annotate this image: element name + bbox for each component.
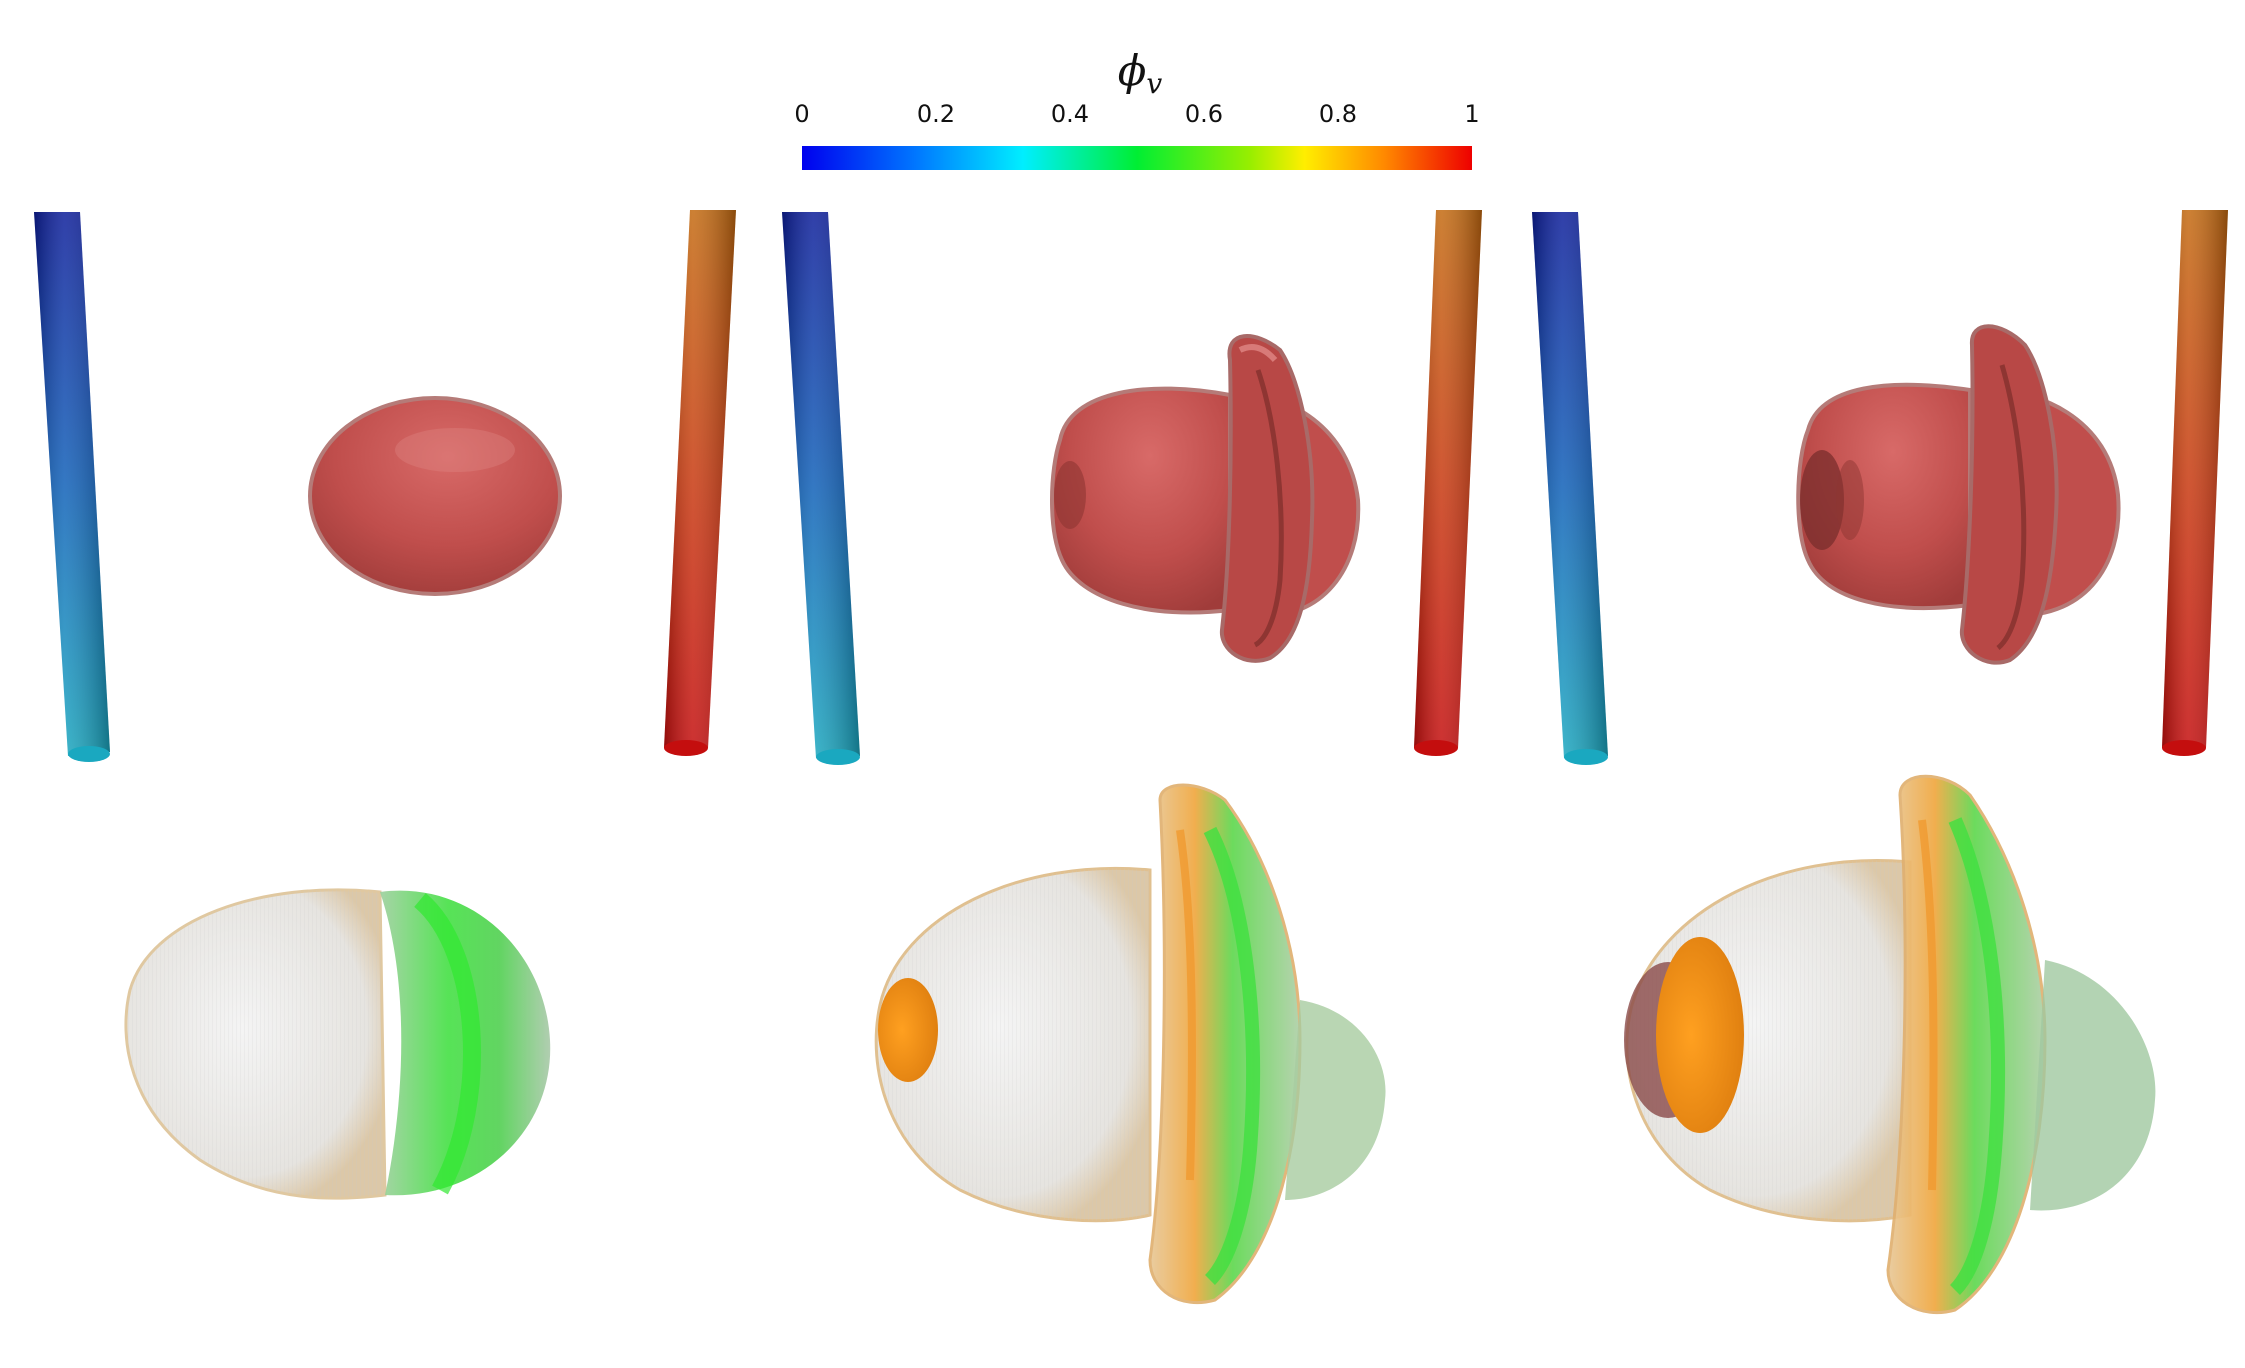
colorbar-tick-label: 0.8 (1318, 100, 1358, 128)
droplet (1796, 382, 1972, 610)
panel-3-bottom (1624, 774, 2156, 1315)
panel-1-top (34, 210, 736, 762)
colorbar-tick-label: 0.6 (1184, 100, 1224, 128)
droplet (1050, 386, 1232, 615)
panel-2-top (782, 210, 1482, 765)
orange-spot (1656, 937, 1744, 1133)
panel-3-top (1532, 210, 2228, 765)
colorbar-symbol: ϕ (1117, 46, 1147, 95)
droplet (308, 396, 562, 596)
colorbar-tick-label: 0.2 (916, 100, 956, 128)
colorbar-title: ϕv (1100, 46, 1180, 100)
colorbar (802, 146, 1472, 170)
colorbar-subscript: v (1146, 67, 1163, 100)
droplet-ring (1219, 334, 1315, 663)
droplet-ring (1959, 324, 2059, 665)
colorbar-tick-label: 0 (794, 100, 810, 128)
panel-2-bottom (874, 783, 1386, 1305)
orange-spot (878, 978, 938, 1082)
colorbar-tick-label: 0.4 (1050, 100, 1090, 128)
colorbar-tick-label: 1 (1464, 100, 1480, 128)
panel-1-bottom (124, 888, 551, 1200)
